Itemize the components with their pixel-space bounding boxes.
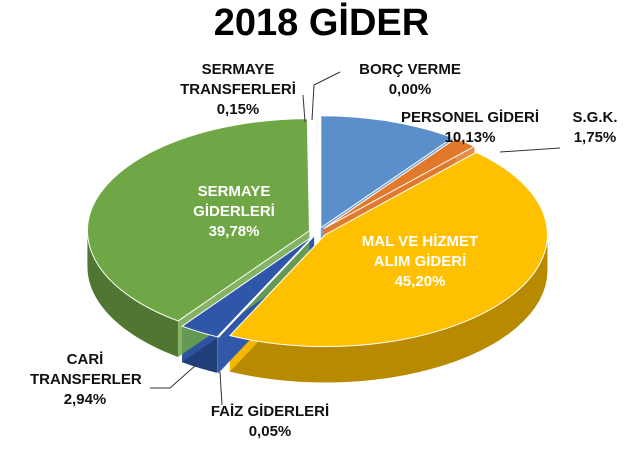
slice-label: SERMAYE GİDERLERİ 39,78% (184, 182, 284, 242)
leader-line (302, 94, 306, 123)
leader-line (311, 71, 341, 121)
slice-side-shade (229, 234, 548, 383)
slice-label: S.G.K. 1,75% (565, 108, 625, 148)
slice (216, 235, 315, 338)
category-label: PERSONEL GİDERİ (400, 109, 540, 126)
value-label: 0,15% (216, 101, 260, 118)
slice-label: BORÇ VERME 0,00% (340, 60, 480, 100)
value-label: 0,05% (248, 423, 292, 440)
slice-label: PERSONEL GİDERİ 10,13% (380, 108, 560, 148)
category-label: MAL VE HİZMET ALIM GİDERİ (361, 233, 479, 270)
leader-line (499, 147, 561, 153)
slice (181, 235, 314, 338)
slice-label: SERMAYE TRANSFERLERİ 0,15% (173, 60, 303, 120)
category-label: CARİ TRANSFERLER (30, 351, 142, 388)
leader-line (150, 364, 197, 389)
value-label: 2,94% (63, 391, 107, 408)
slice-label: MAL VE HİZMET ALIM GİDERİ 45,20% (360, 232, 480, 292)
slice-tops (86, 114, 548, 348)
slice-label: FAİZ GİDERLERİ 0,05% (185, 402, 355, 442)
slice-label: CARİ TRANSFERLER 2,94% (30, 350, 142, 410)
value-label: 45,20% (394, 273, 446, 290)
slice (228, 151, 548, 348)
category-label: SERMAYE TRANSFERLERİ (180, 61, 296, 98)
slice-side (229, 234, 548, 383)
category-label: S.G.K. (572, 109, 618, 126)
leader-lines (150, 71, 561, 406)
category-label: FAİZ GİDERLERİ (210, 403, 330, 420)
value-label: 0,00% (388, 81, 432, 98)
slice-side-shade (87, 230, 179, 357)
category-label: SERMAYE GİDERLERİ (193, 183, 275, 220)
value-label: 1,75% (573, 129, 617, 146)
leader-line (219, 371, 223, 406)
chart-title: 2018 GİDER (213, 2, 430, 44)
slice-side (87, 230, 179, 357)
value-label: 39,78% (208, 223, 260, 240)
value-label: 10,13% (444, 129, 496, 146)
slice (320, 115, 454, 229)
slice (86, 118, 310, 322)
slice (323, 137, 476, 229)
category-label: BORÇ VERME (359, 61, 461, 78)
